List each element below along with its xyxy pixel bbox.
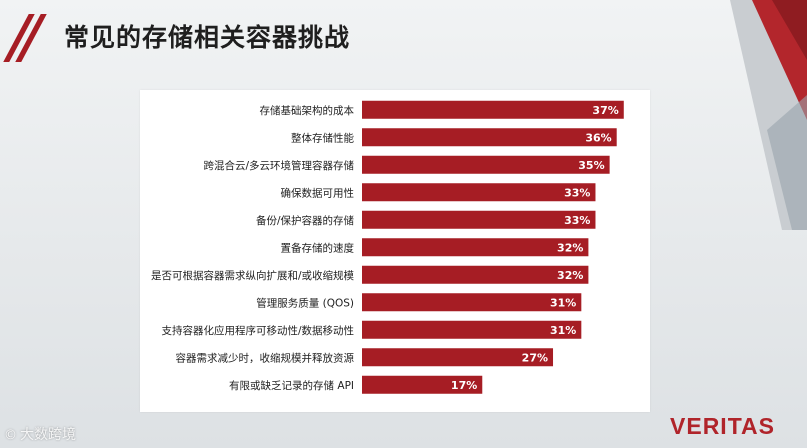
value-label: 36%: [585, 131, 611, 144]
bar: [362, 293, 582, 312]
value-label: 32%: [557, 269, 583, 282]
bar: [362, 348, 554, 367]
slide-title: 常见的存储相关容器挑战: [64, 23, 351, 52]
bar: [362, 265, 589, 284]
bar-chart: 存储基础架构的成本 37% 整体存储性能 36% 跨混合云/多云环境管理容器存储 35% 确…: [151, 100, 624, 394]
bar: [362, 375, 483, 394]
bar: [362, 320, 582, 339]
category-label: 置备存储的速度: [281, 241, 355, 254]
value-label: 32%: [557, 241, 583, 254]
chart-panel: 存储基础架构的成本 37% 整体存储性能 36% 跨混合云/多云环境管理容器存储 35% 确…: [140, 90, 650, 412]
category-label: 跨混合云/多云环境管理容器存储: [203, 159, 354, 172]
bar: [362, 100, 624, 119]
value-label: 27%: [522, 351, 548, 364]
bar: [362, 210, 596, 229]
category-label: 管理服务质量 (QOS): [256, 296, 354, 309]
category-label: 有限或缺乏记录的存储 API: [229, 379, 354, 392]
category-label: 确保数据可用性: [281, 186, 355, 199]
value-label: 31%: [550, 296, 576, 309]
watermark-label: 大数跨境: [20, 427, 76, 443]
value-label: 33%: [564, 214, 590, 227]
category-label: 整体存储性能: [291, 131, 354, 144]
bar: [362, 128, 617, 147]
category-label: 备份/保护容器的存储: [256, 214, 355, 227]
value-label: 17%: [451, 379, 477, 392]
veritas-logo: VERITAS: [670, 413, 775, 439]
bar: [362, 238, 589, 257]
category-label: 存储基础架构的成本: [260, 104, 355, 117]
value-label: 31%: [550, 324, 576, 337]
watermark: © 大数跨境: [4, 424, 76, 444]
category-label: 容器需求减少时，收缩规模并释放资源: [176, 351, 355, 364]
bar: [362, 155, 610, 174]
category-label: 是否可根据容器需求纵向扩展和/或收缩规模: [151, 269, 355, 282]
value-label: 35%: [578, 159, 604, 172]
category-label: 支持容器化应用程序可移动性/数据移动性: [161, 324, 354, 337]
value-label: 37%: [592, 104, 618, 117]
value-label: 33%: [564, 186, 590, 199]
corner-decoration: [730, 0, 807, 230]
watermark-icon: ©: [4, 428, 17, 443]
bar: [362, 183, 596, 202]
